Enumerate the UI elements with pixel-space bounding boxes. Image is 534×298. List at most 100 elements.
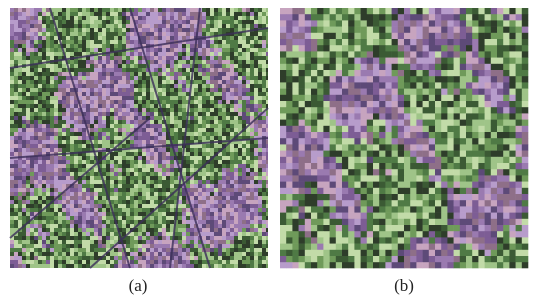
image-pixel [367,64,374,71]
image-pixel [348,58,355,65]
image-pixel [454,82,461,89]
image-pixel [66,212,70,216]
image-pixel [441,95,448,102]
image-pixel [250,160,254,164]
image-pixel [330,45,337,52]
image-pixel [26,16,30,20]
image-pixel [262,96,266,100]
image-pixel [42,244,46,248]
image-pixel [154,196,158,200]
image-pixel [258,8,262,12]
image-pixel [130,224,134,228]
image-pixel [404,95,411,102]
image-pixel [14,28,18,32]
image-pixel [142,236,146,240]
image-pixel [14,192,18,196]
image-pixel [66,208,70,212]
image-pixel [266,196,268,200]
image-pixel [90,16,94,20]
image-pixel [317,76,324,83]
image-pixel [202,144,206,148]
image-pixel [230,196,234,200]
image-pixel [214,48,218,52]
image-pixel [150,224,154,228]
image-pixel [34,200,38,204]
image-pixel [110,264,114,268]
image-pixel [70,176,74,180]
image-pixel [210,208,214,212]
image-pixel [194,100,198,104]
image-pixel [178,64,182,68]
image-pixel [90,88,94,92]
image-pixel [210,80,214,84]
image-pixel [214,188,218,192]
image-pixel [142,164,146,168]
image-pixel [392,95,399,102]
image-pixel [62,148,66,152]
image-pixel [146,28,150,32]
image-pixel [174,248,178,252]
image-pixel [102,128,106,132]
image-pixel [222,20,226,24]
image-pixel [522,70,529,77]
image-pixel [106,40,110,44]
image-pixel [110,60,114,64]
image-pixel [98,264,102,268]
image-pixel [38,88,42,92]
image-pixel [354,20,361,27]
image-pixel [138,200,142,204]
image-pixel [58,104,62,108]
image-pixel [78,44,82,48]
image-pixel [74,24,78,28]
image-pixel [373,82,380,89]
image-pixel [317,89,324,96]
image-pixel [94,172,98,176]
image-pixel [22,244,26,248]
image-pixel [10,20,14,24]
image-pixel [222,248,226,252]
image-pixel [178,256,182,260]
image-pixel [114,172,118,176]
image-pixel [18,264,22,268]
image-pixel [70,260,74,264]
image-pixel [58,124,62,128]
image-pixel [106,132,110,136]
image-pixel [202,8,206,12]
image-pixel [238,188,242,192]
image-pixel [102,160,106,164]
image-pixel [416,70,423,77]
image-pixel [58,24,62,28]
image-pixel [150,148,154,152]
image-pixel [162,172,166,176]
image-pixel [158,84,162,88]
image-pixel [46,136,50,140]
image-pixel [202,100,206,104]
image-pixel [66,32,70,36]
image-pixel [30,232,34,236]
image-pixel [206,28,210,32]
image-pixel [150,164,154,168]
image-pixel [174,116,178,120]
image-pixel [170,76,174,80]
image-pixel [222,108,226,112]
image-pixel [170,16,174,20]
image-pixel [98,252,102,256]
image-pixel [26,124,30,128]
image-pixel [118,60,122,64]
image-pixel [146,232,150,236]
image-pixel [130,184,134,188]
image-pixel [509,95,516,102]
image-pixel [158,24,162,28]
image-pixel [230,228,234,232]
image-pixel [58,232,62,236]
image-pixel [142,84,146,88]
image-pixel [262,208,266,212]
image-pixel [454,64,461,71]
image-pixel [238,84,242,88]
image-pixel [74,12,78,16]
image-pixel [435,58,442,65]
image-pixel [46,56,50,60]
image-pixel [379,8,386,15]
image-pixel [106,140,110,144]
image-pixel [174,136,178,140]
